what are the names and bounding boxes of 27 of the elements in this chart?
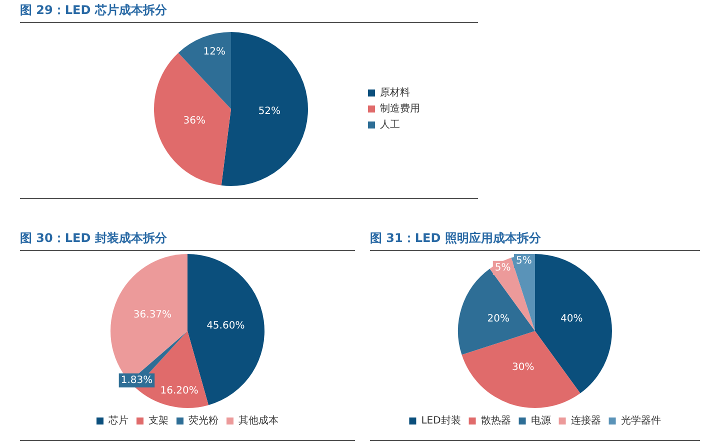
legend-label: 电源 [530,414,551,427]
legend-label: 散热器 [480,416,511,427]
chart-title: 图 29：LED 芯片成本拆分 [20,2,478,23]
data-label: 36.37% [133,310,172,321]
data-label: 36% [183,115,206,126]
legend-label: 荧光粉 [188,414,218,427]
legend-label: 芯片 [108,414,128,427]
data-label: 30% [512,362,534,374]
legend-label: 人工 [380,120,400,131]
legend-label: 连接器 [570,414,601,427]
data-label: 1.83% [120,375,153,386]
legend-label: 原材料 [380,86,410,99]
legend-label: 其他成本 [238,414,278,427]
legend-label: 支架 [148,414,168,427]
data-label: 40% [560,314,583,325]
chart-title: 图 30：LED 封装成本拆分 [20,230,355,251]
legend-label: 制造费用 [380,102,420,115]
data-label: 12% [203,46,226,58]
legend-label: LED封装 [421,414,461,427]
data-label: 52% [258,106,281,118]
data-label: 45.60% [206,320,245,332]
data-label: 5% [516,256,532,267]
legend-label: 光学器件 [620,414,661,427]
chart-title: 图 31：LED 照明应用成本拆分 [370,230,700,251]
data-label: 16.20% [160,386,198,397]
data-label: 20% [487,314,510,325]
data-label: 5% [494,262,511,274]
